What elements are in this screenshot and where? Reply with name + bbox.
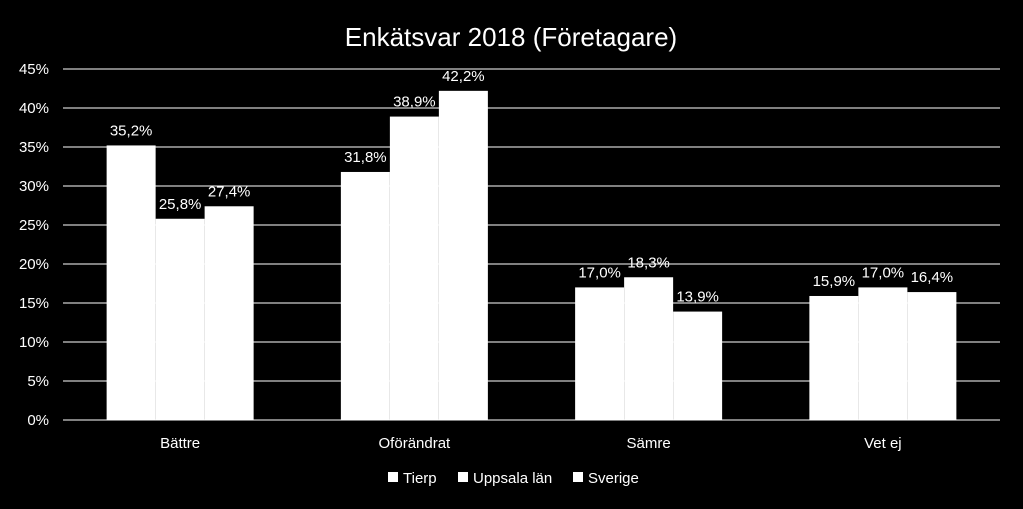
x-category-label: Sämre — [627, 435, 671, 452]
x-axis-categories: Bättre Oförändrat Sämre Vet ej — [160, 435, 902, 452]
bar — [204, 206, 254, 420]
bar — [438, 90, 488, 420]
data-label: 31,8% — [344, 149, 387, 166]
bar — [673, 311, 723, 420]
y-tick-label: 25% — [19, 217, 49, 234]
data-label: 25,8% — [159, 196, 202, 213]
y-tick-label: 20% — [19, 256, 49, 273]
data-label: 42,2% — [442, 68, 485, 85]
data-labels: 35,2% 25,8% 27,4% 31,8% 38,9% 42,2% 17,0% 18,3%… — [110, 68, 953, 306]
bar — [575, 287, 625, 420]
y-axis-ticks: 0% 5% 10% 15% 20% 25% 30% 35% 40% 45% — [19, 61, 49, 429]
y-tick-label: 40% — [19, 100, 49, 117]
data-label: 16,4% — [911, 269, 954, 286]
legend-swatch — [573, 472, 583, 482]
y-tick-label: 35% — [19, 139, 49, 156]
bars — [106, 90, 957, 420]
bar — [809, 295, 859, 420]
legend-label: Sverige — [588, 470, 639, 487]
x-category-label: Vet ej — [864, 435, 902, 452]
y-tick-label: 0% — [27, 412, 49, 429]
bar — [907, 292, 957, 420]
y-tick-label: 30% — [19, 178, 49, 195]
legend: Tierp Uppsala län Sverige — [388, 470, 639, 487]
bar — [389, 116, 439, 420]
bar — [155, 218, 205, 420]
data-label: 17,0% — [578, 264, 621, 281]
bar — [858, 287, 908, 420]
data-label: 27,4% — [208, 183, 251, 200]
legend-swatch — [458, 472, 468, 482]
legend-label: Tierp — [403, 470, 437, 487]
bar — [340, 171, 390, 420]
y-tick-label: 45% — [19, 61, 49, 78]
data-label: 18,3% — [627, 254, 670, 271]
data-label: 38,9% — [393, 94, 436, 111]
y-tick-label: 10% — [19, 334, 49, 351]
data-label: 35,2% — [110, 122, 153, 139]
x-category-label: Oförändrat — [379, 435, 452, 452]
x-category-label: Bättre — [160, 435, 200, 452]
bar — [624, 277, 674, 420]
y-tick-label: 15% — [19, 295, 49, 312]
data-label: 13,9% — [676, 289, 719, 306]
data-label: 17,0% — [862, 264, 905, 281]
legend-swatch — [388, 472, 398, 482]
bar — [106, 145, 156, 420]
legend-label: Uppsala län — [473, 470, 552, 487]
chart-title: Enkätsvar 2018 (Företagare) — [345, 22, 677, 52]
data-label: 15,9% — [813, 273, 856, 290]
y-tick-label: 5% — [27, 373, 49, 390]
